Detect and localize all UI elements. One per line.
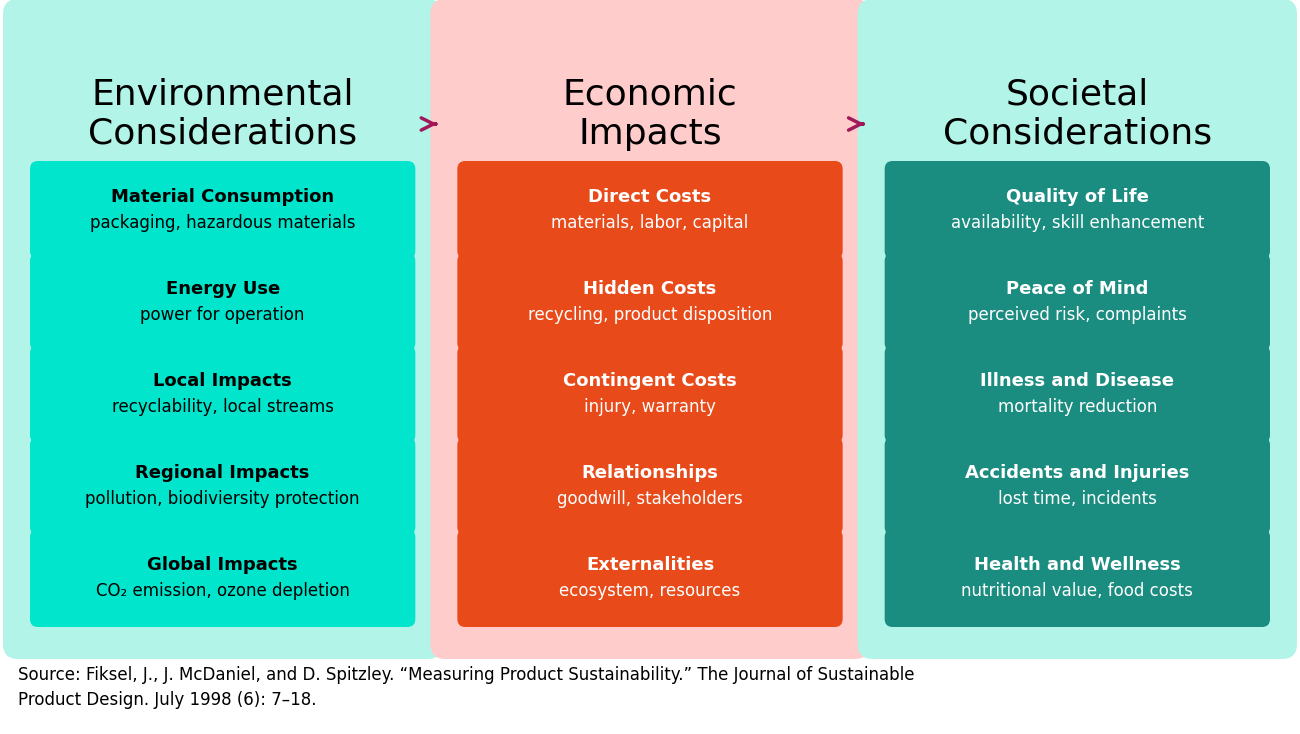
Text: Illness and Disease: Illness and Disease: [980, 372, 1174, 390]
FancyBboxPatch shape: [458, 161, 842, 259]
FancyBboxPatch shape: [30, 161, 415, 259]
Text: recycling, product disposition: recycling, product disposition: [528, 306, 772, 324]
FancyBboxPatch shape: [885, 529, 1270, 627]
Text: Hidden Costs: Hidden Costs: [584, 280, 716, 298]
FancyBboxPatch shape: [458, 253, 842, 351]
FancyBboxPatch shape: [458, 345, 842, 443]
FancyBboxPatch shape: [885, 345, 1270, 443]
Text: perceived risk, complaints: perceived risk, complaints: [968, 306, 1187, 324]
Text: Health and Wellness: Health and Wellness: [974, 556, 1180, 574]
Text: pollution, biodiviersity protection: pollution, biodiviersity protection: [86, 490, 360, 508]
Text: Relationships: Relationships: [581, 464, 719, 482]
FancyBboxPatch shape: [885, 253, 1270, 351]
FancyBboxPatch shape: [30, 529, 415, 627]
Text: Local Impacts: Local Impacts: [153, 372, 292, 390]
Text: Economic
Impacts: Economic Impacts: [563, 77, 737, 150]
Text: Quality of Life: Quality of Life: [1006, 188, 1149, 206]
FancyBboxPatch shape: [430, 0, 870, 659]
Text: Regional Impacts: Regional Impacts: [135, 464, 309, 482]
FancyBboxPatch shape: [885, 437, 1270, 535]
Text: Energy Use: Energy Use: [165, 280, 280, 298]
Text: Direct Costs: Direct Costs: [589, 188, 711, 206]
Text: Societal
Considerations: Societal Considerations: [942, 77, 1212, 150]
FancyBboxPatch shape: [3, 0, 442, 659]
Text: Peace of Mind: Peace of Mind: [1006, 280, 1148, 298]
FancyBboxPatch shape: [458, 437, 842, 535]
Text: availability, skill enhancement: availability, skill enhancement: [950, 214, 1204, 232]
Text: Source: Fiksel, J., J. McDaniel, and D. Spitzley. “Measuring Product Sustainabil: Source: Fiksel, J., J. McDaniel, and D. …: [18, 666, 914, 709]
Text: ecosystem, resources: ecosystem, resources: [559, 582, 741, 600]
Text: Externalities: Externalities: [586, 556, 714, 574]
Text: mortality reduction: mortality reduction: [997, 398, 1157, 416]
Text: Environmental
Considerations: Environmental Considerations: [88, 77, 358, 150]
Text: materials, labor, capital: materials, labor, capital: [551, 214, 749, 232]
Text: Contingent Costs: Contingent Costs: [563, 372, 737, 390]
Text: Global Impacts: Global Impacts: [147, 556, 298, 574]
Text: Material Consumption: Material Consumption: [111, 188, 334, 206]
FancyBboxPatch shape: [30, 437, 415, 535]
Text: packaging, hazardous materials: packaging, hazardous materials: [90, 214, 355, 232]
Text: CO₂ emission, ozone depletion: CO₂ emission, ozone depletion: [96, 582, 350, 600]
Text: lost time, incidents: lost time, incidents: [998, 490, 1157, 508]
Text: injury, warranty: injury, warranty: [584, 398, 716, 416]
Text: nutritional value, food costs: nutritional value, food costs: [962, 582, 1193, 600]
FancyBboxPatch shape: [30, 253, 415, 351]
Text: power for operation: power for operation: [140, 306, 306, 324]
FancyBboxPatch shape: [858, 0, 1297, 659]
FancyBboxPatch shape: [30, 345, 415, 443]
Text: recyclability, local streams: recyclability, local streams: [112, 398, 334, 416]
Text: Accidents and Injuries: Accidents and Injuries: [965, 464, 1190, 482]
FancyBboxPatch shape: [458, 529, 842, 627]
FancyBboxPatch shape: [885, 161, 1270, 259]
Text: goodwill, stakeholders: goodwill, stakeholders: [558, 490, 742, 508]
